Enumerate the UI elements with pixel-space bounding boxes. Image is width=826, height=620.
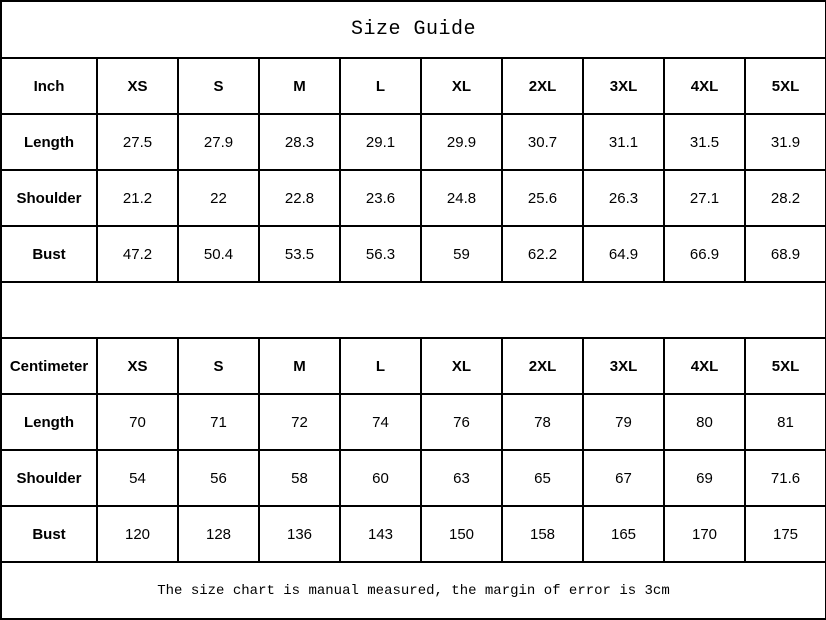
value-cell: 29.1: [339, 113, 422, 171]
size-header-cell: M: [258, 57, 341, 115]
table-row: Shoulder 54 56 58 60 63 65 67 69 71.6: [0, 449, 826, 507]
unit-label-inch: Inch: [0, 57, 98, 115]
value-cell: 78: [501, 393, 584, 451]
table-row: Bust 120 128 136 143 150 158 165 170 175: [0, 505, 826, 563]
value-cell: 70: [96, 393, 179, 451]
value-cell: 31.9: [744, 113, 826, 171]
row-label: Length: [0, 393, 98, 451]
unit-label-centimeter: Centimeter: [0, 337, 98, 395]
value-cell: 22.8: [258, 169, 341, 227]
size-header-cell: L: [339, 337, 422, 395]
value-cell: 27.9: [177, 113, 260, 171]
row-label: Bust: [0, 225, 98, 283]
value-cell: 27.1: [663, 169, 746, 227]
inch-header-row: Inch XS S M L XL 2XL 3XL 4XL 5XL: [0, 57, 826, 115]
spacer-cell: [0, 281, 826, 339]
size-header-cell: 4XL: [663, 57, 746, 115]
value-cell: 56: [177, 449, 260, 507]
page-title: Size Guide: [0, 0, 826, 59]
table-row: Length 70 71 72 74 76 78 79 80 81: [0, 393, 826, 451]
value-cell: 29.9: [420, 113, 503, 171]
value-cell: 56.3: [339, 225, 422, 283]
value-cell: 63: [420, 449, 503, 507]
value-cell: 80: [663, 393, 746, 451]
row-label: Shoulder: [0, 169, 98, 227]
value-cell: 120: [96, 505, 179, 563]
value-cell: 74: [339, 393, 422, 451]
row-label: Length: [0, 113, 98, 171]
value-cell: 53.5: [258, 225, 341, 283]
value-cell: 128: [177, 505, 260, 563]
row-label: Bust: [0, 505, 98, 563]
footer-row: The size chart is manual measured, the m…: [0, 561, 826, 620]
value-cell: 64.9: [582, 225, 665, 283]
size-header-cell: 2XL: [501, 337, 584, 395]
size-header-cell: XL: [420, 337, 503, 395]
table-row: Length 27.5 27.9 28.3 29.1 29.9 30.7 31.…: [0, 113, 826, 171]
table-row: Bust 47.2 50.4 53.5 56.3 59 62.2 64.9 66…: [0, 225, 826, 283]
size-header-cell: XL: [420, 57, 503, 115]
value-cell: 47.2: [96, 225, 179, 283]
value-cell: 170: [663, 505, 746, 563]
size-header-cell: S: [177, 337, 260, 395]
value-cell: 31.5: [663, 113, 746, 171]
spacer-row: [0, 281, 826, 339]
value-cell: 25.6: [501, 169, 584, 227]
value-cell: 26.3: [582, 169, 665, 227]
value-cell: 28.2: [744, 169, 826, 227]
value-cell: 58: [258, 449, 341, 507]
value-cell: 54: [96, 449, 179, 507]
value-cell: 69: [663, 449, 746, 507]
value-cell: 165: [582, 505, 665, 563]
value-cell: 21.2: [96, 169, 179, 227]
size-header-cell: 2XL: [501, 57, 584, 115]
value-cell: 65: [501, 449, 584, 507]
value-cell: 30.7: [501, 113, 584, 171]
size-header-cell: 3XL: [582, 337, 665, 395]
value-cell: 66.9: [663, 225, 746, 283]
size-header-cell: XS: [96, 57, 179, 115]
value-cell: 22: [177, 169, 260, 227]
value-cell: 59: [420, 225, 503, 283]
size-header-cell: XS: [96, 337, 179, 395]
value-cell: 81: [744, 393, 826, 451]
value-cell: 27.5: [96, 113, 179, 171]
size-header-cell: 3XL: [582, 57, 665, 115]
size-header-cell: L: [339, 57, 422, 115]
value-cell: 150: [420, 505, 503, 563]
value-cell: 28.3: [258, 113, 341, 171]
value-cell: 72: [258, 393, 341, 451]
value-cell: 67: [582, 449, 665, 507]
value-cell: 71: [177, 393, 260, 451]
value-cell: 79: [582, 393, 665, 451]
value-cell: 60: [339, 449, 422, 507]
table-row: Shoulder 21.2 22 22.8 23.6 24.8 25.6 26.…: [0, 169, 826, 227]
value-cell: 158: [501, 505, 584, 563]
value-cell: 68.9: [744, 225, 826, 283]
value-cell: 31.1: [582, 113, 665, 171]
centimeter-header-row: Centimeter XS S M L XL 2XL 3XL 4XL 5XL: [0, 337, 826, 395]
value-cell: 24.8: [420, 169, 503, 227]
value-cell: 136: [258, 505, 341, 563]
value-cell: 62.2: [501, 225, 584, 283]
value-cell: 23.6: [339, 169, 422, 227]
value-cell: 50.4: [177, 225, 260, 283]
size-header-cell: 5XL: [744, 57, 826, 115]
value-cell: 175: [744, 505, 826, 563]
value-cell: 71.6: [744, 449, 826, 507]
value-cell: 76: [420, 393, 503, 451]
size-header-cell: S: [177, 57, 260, 115]
footer-note: The size chart is manual measured, the m…: [0, 561, 826, 620]
value-cell: 143: [339, 505, 422, 563]
size-header-cell: 5XL: [744, 337, 826, 395]
title-row: Size Guide: [0, 0, 826, 59]
size-header-cell: 4XL: [663, 337, 746, 395]
size-header-cell: M: [258, 337, 341, 395]
row-label: Shoulder: [0, 449, 98, 507]
